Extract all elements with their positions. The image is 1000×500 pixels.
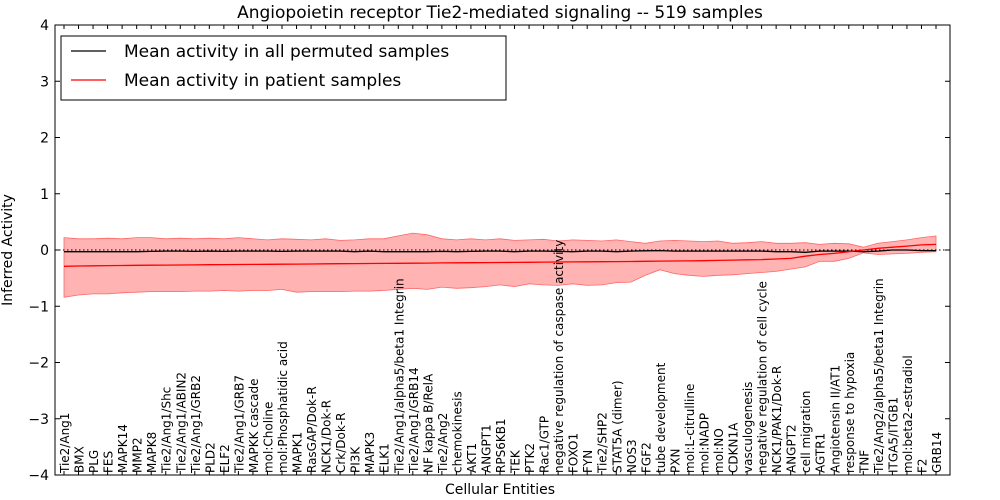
x-tick-label: negative regulation of caspase activity bbox=[552, 240, 566, 473]
x-tick-label: TNF bbox=[857, 450, 871, 474]
x-tick-label: Angiotensin II/AT1 bbox=[828, 365, 842, 473]
x-tick-label: NCK1/PAK1/Dok-R bbox=[770, 366, 784, 473]
x-tick-label: Tie2/Ang1/GRB14 bbox=[407, 367, 421, 474]
x-tick-label: mol:NADP bbox=[698, 413, 712, 473]
legend-frame bbox=[60, 35, 507, 101]
x-tick-label: tube development bbox=[654, 362, 668, 473]
x-tick-label: mol:L-citrulline bbox=[683, 384, 697, 473]
y-tick-label: −3 bbox=[28, 412, 49, 428]
x-tick-label: F2 bbox=[916, 458, 930, 473]
patient-activity-band bbox=[63, 232, 937, 298]
x-tick-label: NOS3 bbox=[625, 439, 639, 473]
legend-label-patient: Mean activity in patient samples bbox=[124, 71, 401, 91]
series-line-permuted bbox=[64, 249, 936, 253]
x-tick-label: ITGA5/ITGB1 bbox=[886, 397, 900, 473]
x-tick-label: ELF2 bbox=[218, 444, 232, 473]
y-tick-label: −2 bbox=[28, 356, 49, 372]
x-tick-label: mol:beta2-estradiol bbox=[901, 355, 915, 473]
x-tick-label: PLD2 bbox=[203, 442, 217, 473]
x-tick-label: chemokinesis bbox=[450, 391, 464, 473]
x-tick-label: response to hypoxia bbox=[843, 352, 857, 473]
x-axis-label: Cellular Entities bbox=[445, 482, 555, 498]
chart-title: Angiopoietin receptor Tie2-mediated sign… bbox=[237, 3, 763, 23]
x-tick-label: Tie2/Ang1/alpha5/beta1 Integrin bbox=[392, 278, 406, 474]
y-tick-label: 0 bbox=[40, 243, 49, 259]
x-tick-label: Rac1/GTP bbox=[538, 416, 552, 473]
y-tick-label: −4 bbox=[28, 468, 49, 484]
x-tick-label: Tie2/Ang1 bbox=[58, 413, 72, 474]
y-tick-label: −1 bbox=[28, 299, 49, 315]
x-tick-label: Crk/Dok-R bbox=[334, 412, 348, 473]
x-tick-label: Tie2/Ang1/Shc bbox=[160, 387, 174, 474]
x-tick-label: mol:NO bbox=[712, 428, 726, 473]
x-tick-label: Tie2/Ang1/ABIN2 bbox=[174, 372, 188, 474]
x-tick-label: vasculogenesis bbox=[741, 382, 755, 473]
series-line-patient bbox=[63, 243, 937, 267]
y-tick-label: 1 bbox=[40, 187, 49, 203]
x-tick-label: PI3K bbox=[349, 446, 363, 473]
x-tick-label: PLG bbox=[87, 450, 101, 473]
x-tick-label: GRB14 bbox=[930, 432, 944, 473]
x-tick-label: RasGAP/Dok-R bbox=[305, 386, 319, 473]
x-tick-label: mol:Phosphatidic acid bbox=[276, 341, 290, 473]
y-tick-label: 2 bbox=[40, 131, 49, 147]
x-tick-label: FGF2 bbox=[639, 442, 653, 473]
x-tick-label: Tie2/SHP2 bbox=[596, 412, 610, 474]
x-tick-label: ELK1 bbox=[378, 443, 392, 473]
x-tick-label: PTK2 bbox=[523, 443, 537, 473]
y-axis-label: Inferred Activity bbox=[0, 194, 16, 306]
x-tick-label: FOXO1 bbox=[567, 433, 581, 473]
x-tick-label: negative regulation of cell cycle bbox=[756, 281, 770, 473]
plot-area: −4 −3 −2 −1 0 1 2 3 4 Tie2/Ang1 BMX PLG FES MAPK14 MMP… bbox=[28, 18, 951, 484]
x-tick-label: ANGPT1 bbox=[480, 424, 494, 473]
x-tick-label: AGTR1 bbox=[814, 433, 828, 473]
x-tick-label: MAPK14 bbox=[116, 424, 130, 473]
x-tick-label: PXN bbox=[668, 449, 682, 473]
x-tick-label: NF kappa B/RelA bbox=[421, 373, 435, 473]
x-tick-label: MAPK1 bbox=[291, 432, 305, 473]
x-tick-label: Tie2/Ang1/GRB2 bbox=[189, 375, 203, 474]
legend-label-permuted: Mean activity in all permuted samples bbox=[124, 42, 449, 62]
x-tick-label: FYN bbox=[581, 450, 595, 473]
y-tick-label: 4 bbox=[40, 18, 49, 34]
x-tick-label: FES bbox=[102, 451, 116, 473]
x-tick-label: MAPKK cascade bbox=[247, 378, 261, 473]
x-tick-label: RPS6KB1 bbox=[494, 418, 508, 473]
x-tick-label: Tie2/Ang2 bbox=[436, 413, 450, 474]
x-tick-label: AKT1 bbox=[465, 443, 479, 473]
x-tick-label: mol:Choline bbox=[262, 402, 276, 473]
x-tick-label: MMP2 bbox=[131, 437, 145, 473]
x-tick-label: MAPK3 bbox=[363, 432, 377, 473]
x-tick-label: Tie2/Ang1/GRB7 bbox=[232, 375, 246, 474]
y-tick-label: 3 bbox=[40, 74, 49, 90]
x-tick-label: TEK bbox=[509, 449, 523, 474]
legend: Mean activity in all permuted samples Me… bbox=[60, 35, 507, 101]
x-tick-label: MAPK8 bbox=[145, 432, 159, 473]
x-tick-label: Tie2/Ang2/alpha5/beta1 Integrin bbox=[872, 278, 886, 474]
x-tick-label: NCK1/Dok-R bbox=[320, 400, 334, 473]
x-tick-label: STAT5A (dimer) bbox=[610, 380, 624, 473]
x-tick-label: BMX bbox=[73, 446, 87, 473]
x-tick-label: cell migration bbox=[799, 391, 813, 473]
x-tick-label: CDKN1A bbox=[727, 422, 741, 473]
x-tick-label: ANGPT2 bbox=[785, 424, 799, 473]
